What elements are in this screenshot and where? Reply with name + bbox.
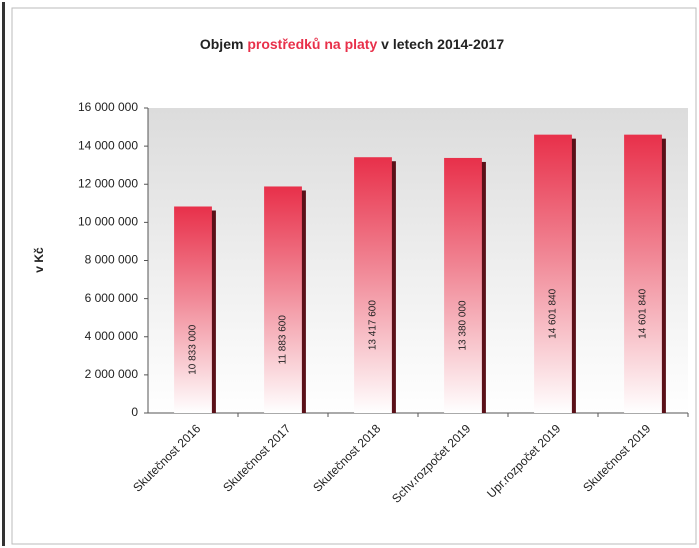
x-tick-label: Skutečnost 2016 bbox=[130, 421, 203, 494]
y-tick-label: 0 bbox=[131, 405, 138, 419]
bar bbox=[624, 134, 662, 414]
value-label: 14 601 840 bbox=[638, 288, 649, 338]
y-tick-label: 12 000 000 bbox=[78, 176, 138, 190]
value-label: 11 883 600 bbox=[278, 315, 289, 365]
y-tick-label: 14 000 000 bbox=[78, 138, 138, 152]
title-part: prostředků na platy bbox=[247, 36, 377, 52]
title-part: Objem bbox=[200, 36, 247, 52]
bar bbox=[174, 206, 212, 413]
y-axis-label: v Kč bbox=[32, 247, 46, 273]
y-tick-label: 2 000 000 bbox=[85, 367, 139, 381]
x-tick-label: Skutečnost 2017 bbox=[220, 421, 293, 494]
plot-area bbox=[148, 108, 688, 413]
value-label: 13 380 000 bbox=[458, 300, 469, 350]
title-part: v letech 2014-2017 bbox=[377, 36, 504, 52]
y-tick-label: 8 000 000 bbox=[85, 253, 139, 267]
chart-frame bbox=[11, 7, 697, 545]
value-label: 10 833 000 bbox=[188, 324, 199, 374]
y-tick-label: 16 000 000 bbox=[78, 100, 138, 114]
value-label: 13 417 600 bbox=[368, 300, 379, 350]
y-tick-label: 4 000 000 bbox=[85, 329, 139, 343]
bar bbox=[354, 157, 392, 413]
bar bbox=[264, 186, 302, 413]
x-tick-label: Skutečnost 2019 bbox=[580, 421, 653, 494]
bar bbox=[444, 157, 482, 413]
x-tick-label: Skutečnost 2018 bbox=[310, 421, 383, 494]
x-tick-label: Upr.rozpočet 2019 bbox=[484, 421, 563, 500]
x-tick-label: Schv.rozpočet 2019 bbox=[389, 421, 474, 506]
value-label: 14 601 840 bbox=[548, 288, 559, 338]
scan-border bbox=[2, 2, 5, 546]
chart-title: Objem prostředků na platy v letech 2014-… bbox=[200, 36, 504, 52]
y-tick-label: 6 000 000 bbox=[85, 291, 139, 305]
y-tick-label: 10 000 000 bbox=[78, 215, 138, 229]
bar bbox=[534, 134, 572, 414]
